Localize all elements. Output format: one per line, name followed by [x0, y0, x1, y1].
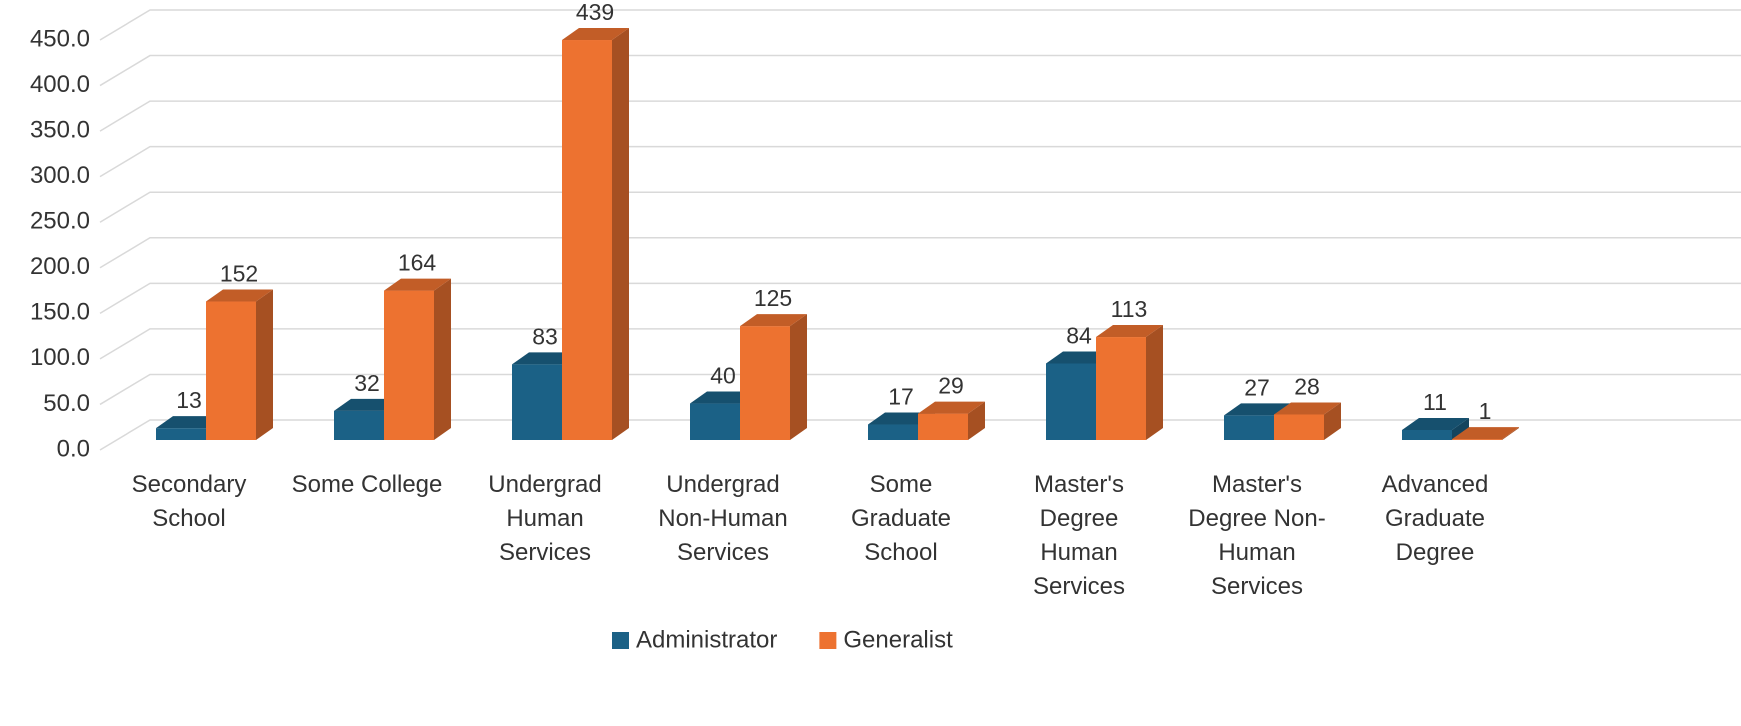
- bar: [384, 290, 434, 440]
- bar-top: [206, 289, 273, 302]
- bar: [1402, 429, 1452, 440]
- data-label: 152: [220, 261, 258, 287]
- bar-side: [256, 289, 273, 440]
- data-label: 164: [398, 250, 437, 276]
- y-tick-label: 50.0: [43, 390, 90, 417]
- data-label: 32: [354, 370, 380, 396]
- bar-side: [1146, 325, 1163, 440]
- bar-top: [740, 314, 807, 327]
- bar: [1096, 337, 1146, 440]
- y-tick-label: 150.0: [30, 299, 90, 326]
- bar: [562, 40, 612, 441]
- x-tick-label: Master's Degree Non-Human Services: [1188, 471, 1326, 600]
- y-tick-label: 450.0: [30, 25, 90, 52]
- data-label: 11: [1423, 389, 1447, 415]
- bar-top: [1224, 403, 1291, 416]
- x-tick-label: Undergrad Human Services: [488, 471, 602, 566]
- bar-top: [384, 278, 451, 291]
- bar-top: [1274, 402, 1341, 415]
- data-label: 13: [176, 387, 202, 413]
- legend-label: Generalist: [843, 626, 953, 653]
- grid-line: [99, 100, 1741, 132]
- x-tick-label: Secondary School: [131, 471, 247, 532]
- data-label: 27: [1244, 374, 1270, 400]
- y-tick-label: 250.0: [30, 208, 90, 235]
- grid-line: [99, 54, 1741, 87]
- grid-line: [99, 328, 1741, 360]
- bar: [206, 301, 256, 440]
- bar: [918, 413, 968, 440]
- legend-swatch: [612, 632, 629, 649]
- data-label: 40: [710, 363, 736, 389]
- y-tick-label: 200.0: [30, 253, 90, 280]
- bar: [1452, 439, 1502, 440]
- data-label: 113: [1111, 296, 1148, 322]
- bar-top: [1402, 417, 1469, 430]
- data-label: 83: [532, 323, 558, 349]
- data-label: 84: [1066, 323, 1092, 349]
- y-tick-label: 350.0: [30, 116, 90, 143]
- x-tick-label: Some College: [291, 471, 443, 498]
- x-tick-label: Some Graduate School: [850, 471, 952, 566]
- data-label: 439: [576, 0, 614, 25]
- grid-line: [99, 191, 1741, 223]
- data-label: 1: [1479, 398, 1492, 424]
- y-tick-label: 300.0: [30, 162, 90, 189]
- x-tick-label: Advanced Graduate Degree: [1381, 471, 1489, 566]
- bar-side: [612, 28, 629, 441]
- legend-label: Administrator: [636, 626, 777, 653]
- legend-swatch: [819, 632, 837, 649]
- x-tick-label: Undergrad Non-Human Services: [658, 471, 788, 566]
- data-label: 125: [754, 285, 792, 311]
- grid-line: [99, 373, 1741, 406]
- data-label: 28: [1294, 374, 1320, 400]
- bar-top: [1096, 325, 1163, 338]
- bar-side: [968, 401, 985, 440]
- bar-top: [918, 401, 985, 414]
- bar-side: [1452, 417, 1469, 440]
- y-tick-label: 100.0: [30, 344, 90, 371]
- grid-line: [99, 282, 1741, 314]
- grid-line: [99, 237, 1741, 269]
- bar: [740, 326, 790, 440]
- bar-side: [790, 314, 807, 440]
- bar: [690, 403, 740, 440]
- x-tick-label: Master's Degree Human Services: [1032, 471, 1126, 600]
- bar: [1274, 414, 1324, 440]
- bar: [868, 424, 918, 440]
- bar-side: [1324, 402, 1341, 440]
- bar: [512, 364, 562, 440]
- y-tick-label: 400.0: [30, 71, 90, 98]
- y-tick-label: 0.0: [57, 435, 90, 462]
- grid-line: [99, 9, 1741, 41]
- bar-side: [434, 278, 451, 440]
- grid-line: [99, 419, 1741, 451]
- bar: [1224, 415, 1274, 440]
- bar-side: [1502, 427, 1519, 440]
- bar: [334, 410, 384, 440]
- bar: [156, 428, 206, 440]
- data-label: 17: [888, 384, 914, 410]
- grid-line: [99, 145, 1741, 178]
- data-label: 29: [938, 373, 964, 399]
- bar: [1046, 363, 1096, 440]
- bar-top: [562, 28, 629, 41]
- bar-top: [1452, 427, 1519, 440]
